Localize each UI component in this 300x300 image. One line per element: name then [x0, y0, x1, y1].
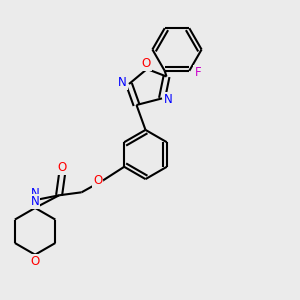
Text: N: N	[31, 195, 40, 208]
Text: N: N	[164, 93, 173, 106]
Text: O: O	[142, 57, 151, 70]
Text: O: O	[93, 174, 102, 187]
Text: O: O	[31, 255, 40, 268]
Text: N: N	[31, 187, 40, 200]
Text: F: F	[194, 66, 201, 79]
Text: N: N	[118, 76, 127, 89]
Text: O: O	[58, 161, 67, 174]
